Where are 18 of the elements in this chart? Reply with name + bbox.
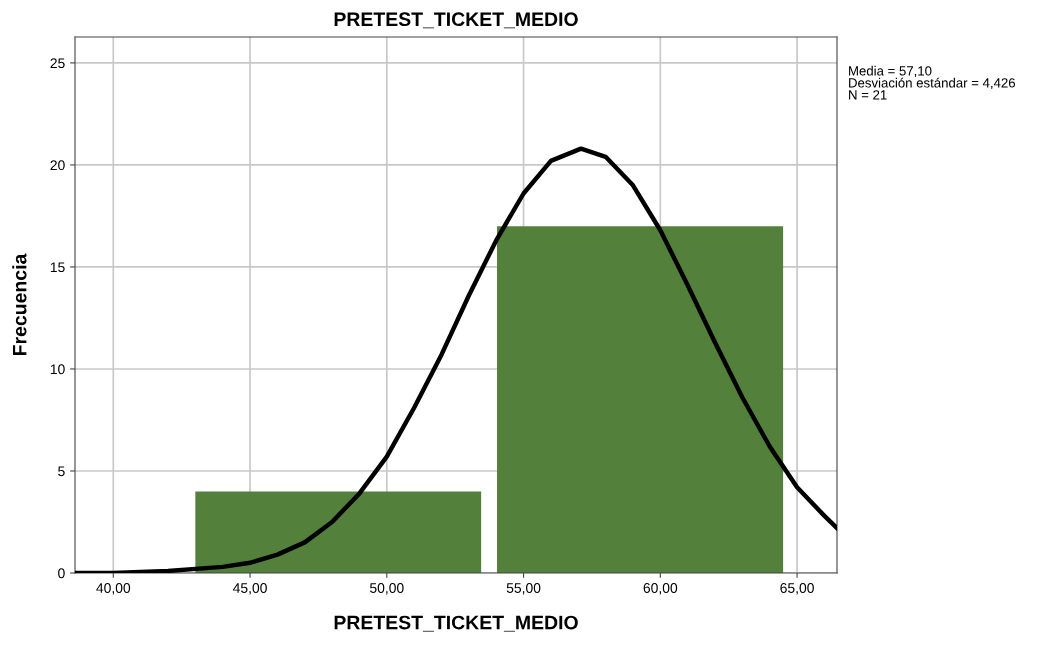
x-tick-label: 65,00 (780, 583, 814, 595)
y-tick-label: 25 (50, 58, 65, 69)
text: Media = 57,10 (849, 65, 932, 78)
y-tick-label: 15 (50, 262, 65, 273)
y-tick-label: 0 (58, 568, 65, 579)
x-tick-label: 60,00 (643, 583, 678, 595)
x-tick-label: 50,00 (369, 583, 404, 595)
y-tick-label: 20 (50, 160, 65, 171)
text: Desviación estándar = 4,426 (849, 77, 1016, 90)
x-tick-label: 45,00 (232, 583, 267, 595)
x-axis-title: PRETEST_TICKET_MEDIO (334, 615, 578, 632)
x-tick-label: 40,00 (96, 583, 131, 595)
y-tick-label: 10 (50, 364, 65, 375)
x-tick-label: 55,00 (506, 583, 541, 595)
y-tick-label: 5 (58, 466, 65, 477)
chart-title: PRETEST_TICKET_MEDIO (334, 12, 578, 29)
text: N = 21 (849, 90, 887, 100)
y-axis-title: Frecuencia (12, 253, 27, 356)
